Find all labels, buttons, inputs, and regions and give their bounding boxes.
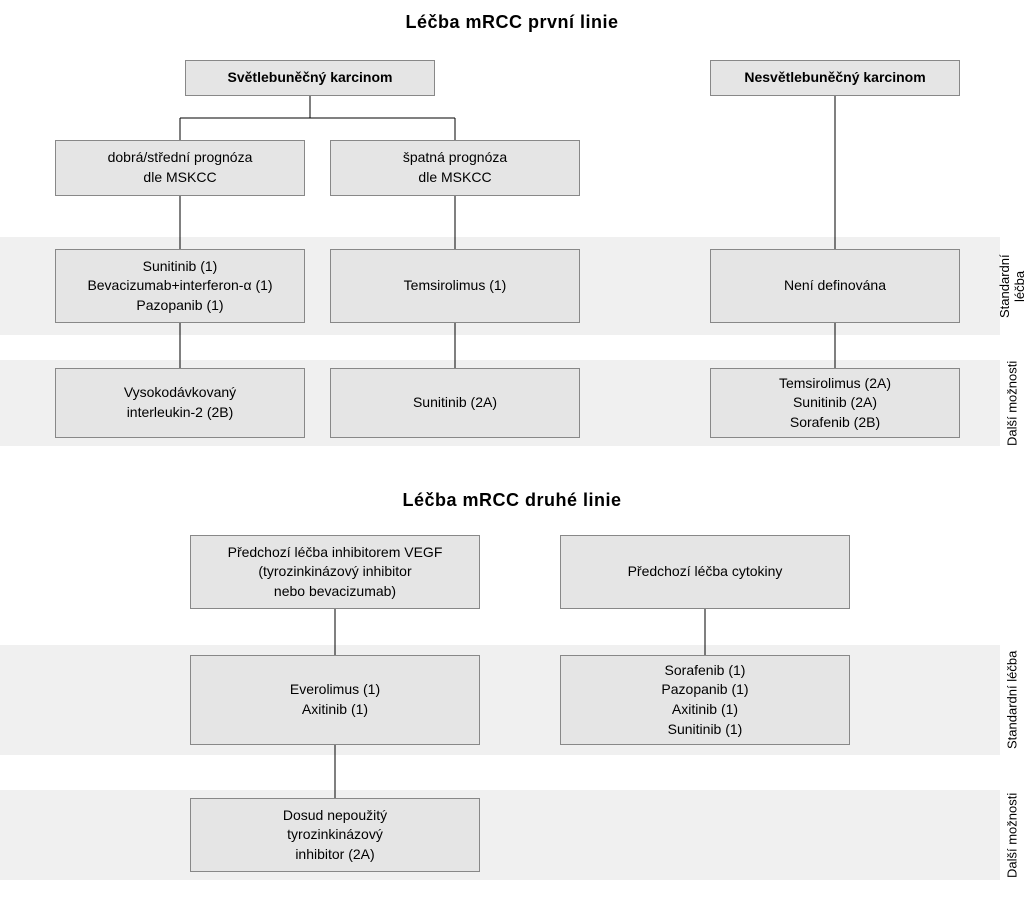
line2: Sunitinib (2A): [793, 393, 877, 413]
line1: špatná prognóza: [403, 148, 507, 168]
s1-header-clearcell: Světlebuněčný karcinom: [185, 60, 435, 96]
line4: Sunitinib (1): [668, 720, 743, 740]
s1-other-c: Temsirolimus (2A) Sunitinib (2A) Sorafen…: [710, 368, 960, 438]
line2: Pazopanib (1): [661, 680, 748, 700]
line1: Temsirolimus (1): [404, 276, 507, 296]
s2-header-vegf: Předchozí léčba inhibitorem VEGF (tyrozi…: [190, 535, 480, 609]
line3: nebo bevacizumab): [274, 582, 396, 602]
s1-prognosis-poor: špatná prognóza dle MSKCC: [330, 140, 580, 196]
s2-standard-a: Everolimus (1) Axitinib (1): [190, 655, 480, 745]
line1: Předchozí léčba cytokiny: [628, 562, 783, 582]
line1: Sunitinib (1): [143, 257, 218, 277]
section2-title: Léčba mRCC druhé linie: [0, 490, 1024, 511]
line1: Temsirolimus (2A): [779, 374, 891, 394]
line1: dobrá/střední prognóza: [108, 148, 253, 168]
s2-header-cytokines: Předchozí léčba cytokiny: [560, 535, 850, 609]
label: Světlebuněčný karcinom: [228, 68, 393, 88]
line3: inhibitor (2A): [295, 845, 374, 865]
section2-band-other: [0, 790, 1000, 880]
s2-standard-b: Sorafenib (1) Pazopanib (1) Axitinib (1)…: [560, 655, 850, 745]
line3: Sorafenib (2B): [790, 413, 880, 433]
line1: Není definována: [784, 276, 886, 296]
section2-sidelabel-standard: Standardní léčba: [1000, 645, 1024, 755]
line2: tyrozinkinázový: [287, 825, 383, 845]
line2: Axitinib (1): [302, 700, 368, 720]
line1: Vysokodávkovaný: [124, 383, 236, 403]
s2-connectors: [0, 0, 1024, 903]
s1-header-nonclearcell: Nesvětlebuněčný karcinom: [710, 60, 960, 96]
line2: Bevacizumab+interferon-α (1): [87, 276, 272, 296]
section1-sidelabel-other: Další možnosti: [1000, 360, 1024, 446]
line3: Axitinib (1): [672, 700, 738, 720]
s1-standard-c: Není definována: [710, 249, 960, 323]
section2-band-standard: [0, 645, 1000, 755]
line2: dle MSKCC: [418, 168, 491, 188]
section2-sidelabel-other: Další možnosti: [1000, 790, 1024, 880]
s1-prognosis-good: dobrá/střední prognóza dle MSKCC: [55, 140, 305, 196]
label: Nesvětlebuněčný karcinom: [744, 68, 925, 88]
line1: Sunitinib (2A): [413, 393, 497, 413]
s1-standard-a: Sunitinib (1) Bevacizumab+interferon-α (…: [55, 249, 305, 323]
line2: dle MSKCC: [143, 168, 216, 188]
line2: (tyrozinkinázový inhibitor: [258, 562, 411, 582]
line1: Dosud nepoužitý: [283, 806, 387, 826]
section1-sidelabel-standard: Standardní léčba: [1000, 237, 1024, 335]
s2-other-a: Dosud nepoužitý tyrozinkinázový inhibito…: [190, 798, 480, 872]
s1-other-b: Sunitinib (2A): [330, 368, 580, 438]
line2: interleukin-2 (2B): [127, 403, 234, 423]
s1-other-a: Vysokodávkovaný interleukin-2 (2B): [55, 368, 305, 438]
line3: Pazopanib (1): [136, 296, 223, 316]
line1: Sorafenib (1): [665, 661, 746, 681]
line1: Everolimus (1): [290, 680, 380, 700]
line1: Předchozí léčba inhibitorem VEGF: [228, 543, 443, 563]
s1-standard-b: Temsirolimus (1): [330, 249, 580, 323]
section1-title: Léčba mRCC první linie: [0, 12, 1024, 33]
